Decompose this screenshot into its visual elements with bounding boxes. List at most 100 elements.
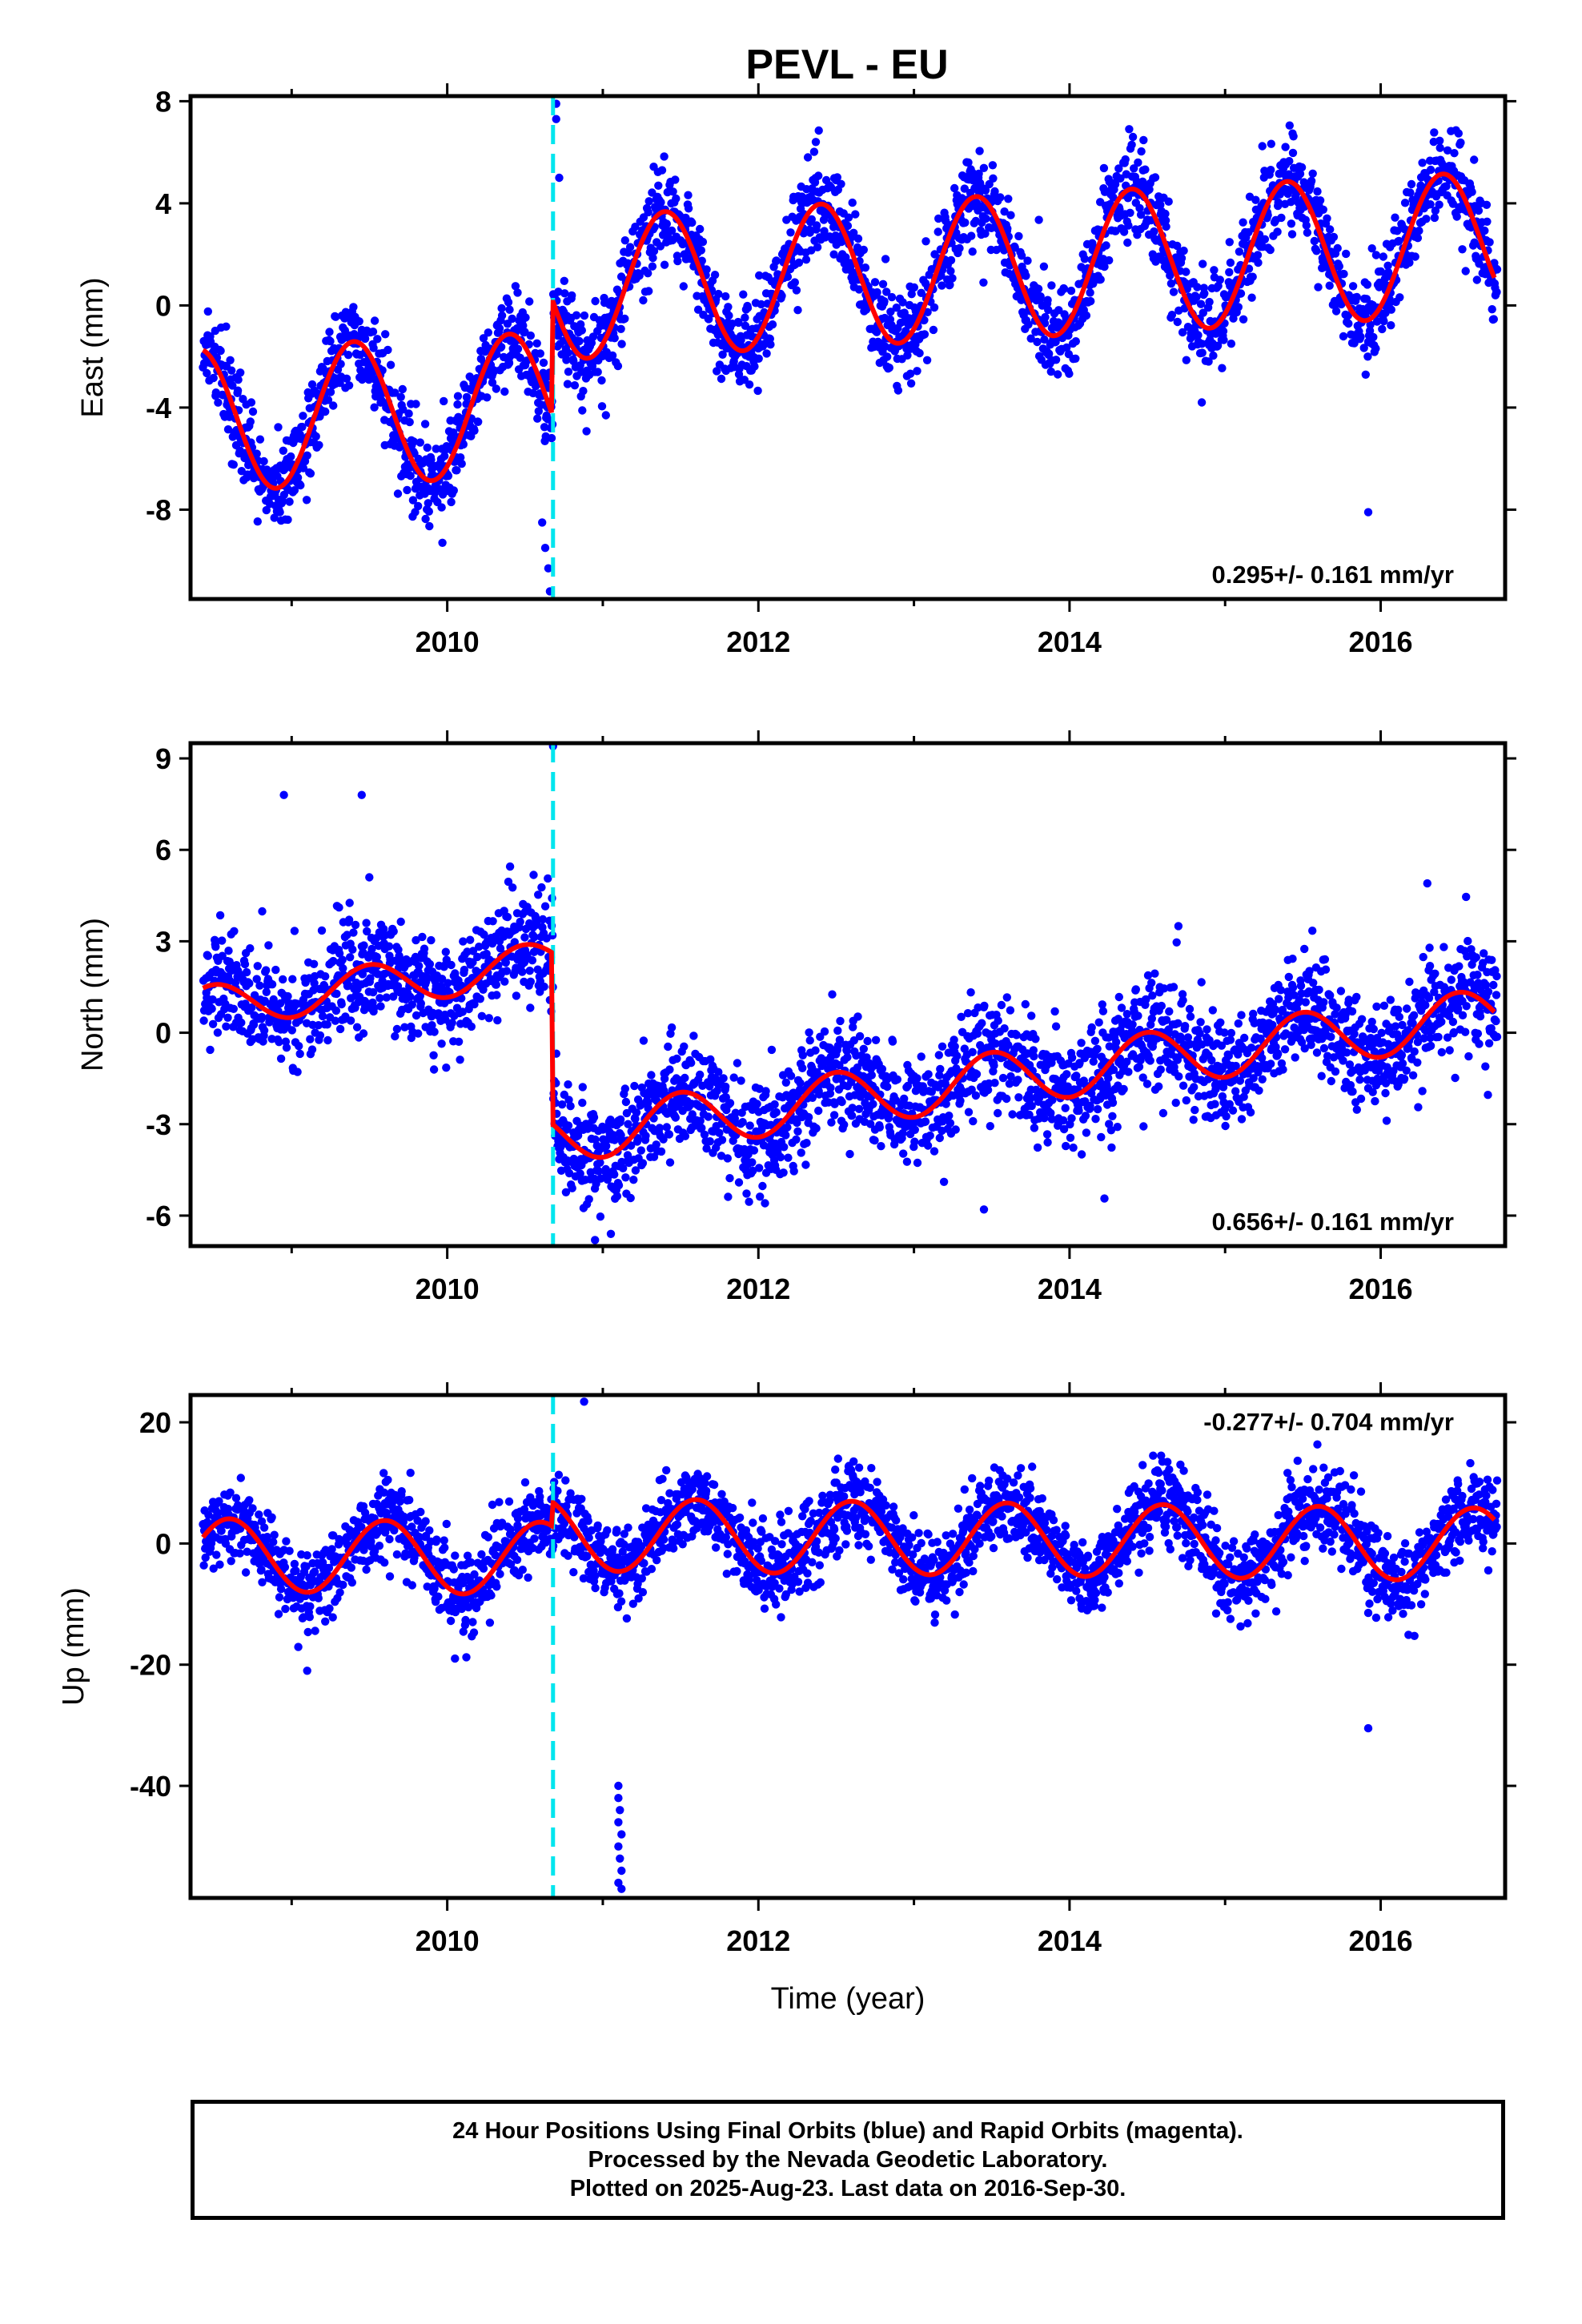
data-point xyxy=(1122,1057,1131,1067)
data-point xyxy=(262,966,271,975)
data-point xyxy=(1413,234,1423,243)
data-point xyxy=(1027,1101,1036,1111)
data-point xyxy=(1273,227,1282,236)
data-point xyxy=(1194,331,1203,340)
data-point xyxy=(325,328,334,336)
data-point xyxy=(203,951,212,960)
data-point xyxy=(1254,258,1263,267)
data-point xyxy=(910,1125,920,1135)
data-point xyxy=(437,975,447,983)
data-point xyxy=(368,987,378,997)
data-point xyxy=(564,1168,574,1178)
data-point xyxy=(697,246,705,255)
data-point xyxy=(438,538,447,547)
data-point xyxy=(1106,1126,1116,1135)
data-point xyxy=(1048,1096,1057,1104)
data-point xyxy=(1248,272,1257,281)
data-point xyxy=(444,979,452,987)
data-point xyxy=(1036,292,1045,301)
data-point xyxy=(872,328,881,336)
data-point xyxy=(1302,221,1311,230)
data-point xyxy=(783,272,793,281)
data-point xyxy=(566,1102,575,1111)
data-point xyxy=(1139,135,1148,145)
data-point xyxy=(222,322,231,331)
data-point xyxy=(697,1124,706,1132)
data-point xyxy=(1161,209,1170,219)
data-point xyxy=(1191,1105,1199,1115)
data-point xyxy=(607,296,616,306)
data-point xyxy=(1014,231,1023,241)
data-point xyxy=(520,933,529,942)
data-point xyxy=(290,927,299,935)
data-point xyxy=(807,246,816,255)
data-point xyxy=(1239,315,1248,324)
data-point xyxy=(777,292,786,300)
data-point xyxy=(1312,247,1321,255)
data-point xyxy=(828,990,837,999)
y-tick-label: 0 xyxy=(155,289,171,322)
data-point xyxy=(441,947,450,956)
data-point xyxy=(1182,1096,1191,1105)
data-point xyxy=(766,340,775,349)
data-point xyxy=(1472,275,1482,284)
data-point xyxy=(960,184,970,193)
data-point xyxy=(496,343,506,352)
data-point xyxy=(345,899,354,907)
data-point xyxy=(317,926,327,935)
data-point xyxy=(608,351,617,360)
data-point xyxy=(368,328,378,336)
data-point xyxy=(990,1061,998,1070)
data-point xyxy=(534,891,543,899)
data-point xyxy=(662,219,671,228)
data-point xyxy=(1367,244,1376,253)
data-point xyxy=(853,234,863,243)
data-point xyxy=(1359,344,1368,352)
data-point xyxy=(306,1035,315,1043)
data-point xyxy=(801,255,811,264)
data-point xyxy=(342,374,351,383)
data-point xyxy=(1195,1029,1204,1038)
data-point xyxy=(633,1134,642,1143)
data-point xyxy=(813,243,822,251)
data-point xyxy=(1115,205,1124,214)
data-point xyxy=(510,938,519,947)
data-point xyxy=(331,312,340,321)
data-point xyxy=(1363,352,1372,361)
data-point xyxy=(743,304,753,312)
data-point xyxy=(981,229,990,238)
y-tick-label: 4 xyxy=(155,187,171,220)
data-point xyxy=(572,311,581,320)
data-point xyxy=(792,286,801,295)
data-point xyxy=(714,1068,723,1076)
data-point xyxy=(1130,164,1138,173)
data-point xyxy=(484,1014,493,1023)
data-point xyxy=(1229,314,1238,323)
data-point xyxy=(279,975,287,984)
data-point xyxy=(610,1170,619,1179)
data-point xyxy=(1371,344,1380,353)
data-point xyxy=(1143,971,1153,980)
data-point xyxy=(315,1031,325,1040)
data-point xyxy=(1181,1022,1190,1031)
data-point xyxy=(1185,1004,1195,1014)
data-point xyxy=(1458,245,1467,254)
data-point xyxy=(537,883,546,892)
data-point xyxy=(1171,1098,1180,1108)
data-point xyxy=(335,949,344,958)
data-point xyxy=(1040,335,1049,344)
data-point xyxy=(420,420,430,428)
data-point xyxy=(1126,208,1134,217)
data-point xyxy=(1002,993,1012,1002)
data-point xyxy=(1369,332,1378,342)
data-point xyxy=(761,1087,770,1096)
data-point xyxy=(704,1112,713,1121)
data-point xyxy=(700,1130,709,1140)
data-point xyxy=(594,1167,603,1176)
data-point xyxy=(617,1157,626,1167)
data-point xyxy=(1061,1104,1070,1112)
data-point xyxy=(1249,1009,1258,1019)
data-point xyxy=(809,147,819,156)
data-point xyxy=(780,1143,789,1152)
data-point xyxy=(1190,1083,1199,1092)
